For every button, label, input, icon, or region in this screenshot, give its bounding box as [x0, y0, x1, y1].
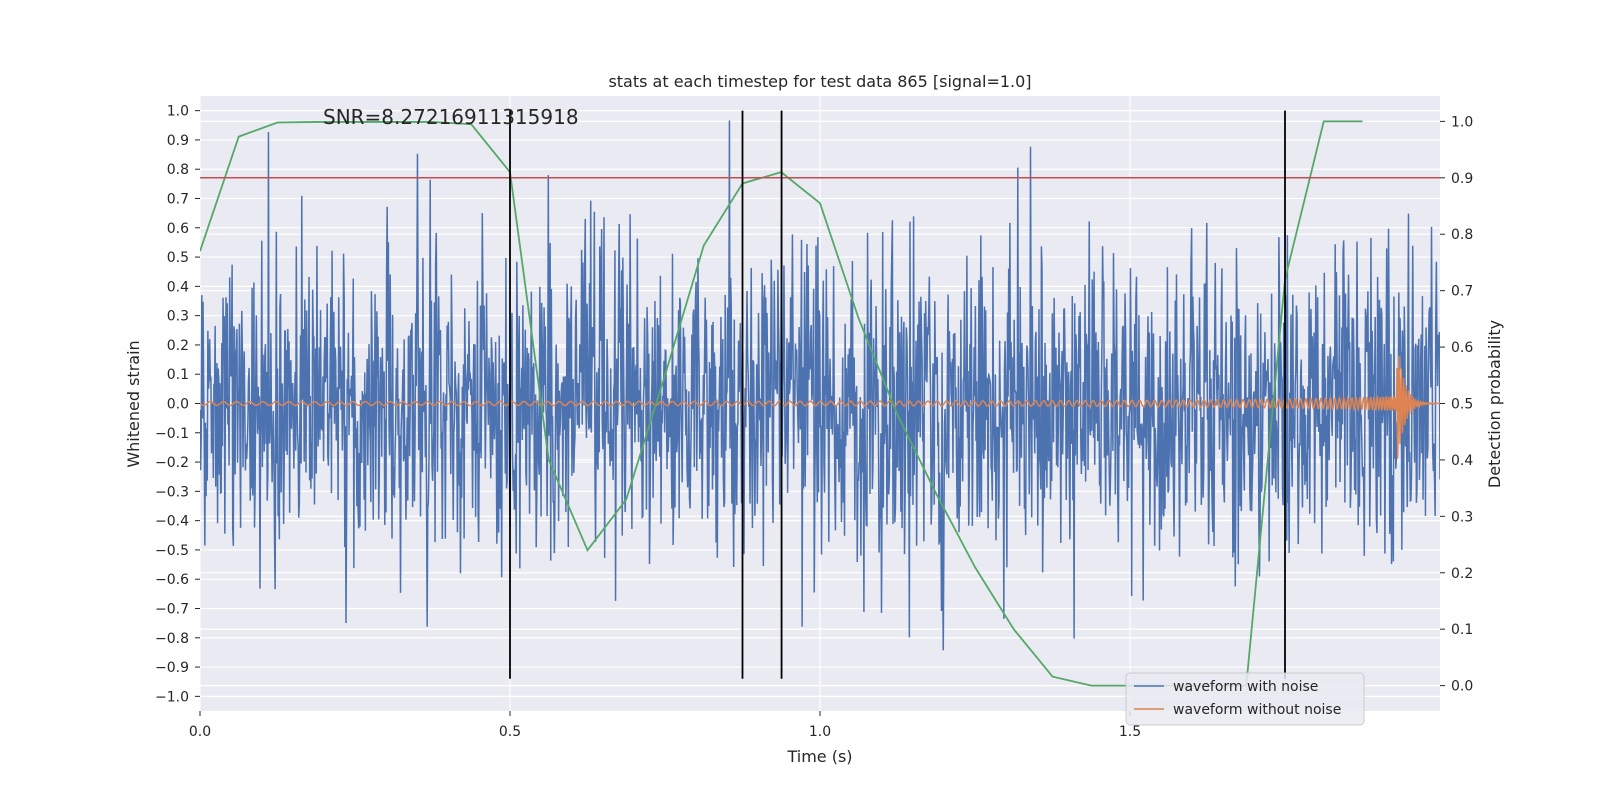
y-left-tick-label: −0.6 [155, 572, 189, 588]
y-axis-left: −1.0 −0.9 −0.8 −0.7 −0.6 −0.5 −0.4 −0.3 −0.2 −0.1… [155, 104, 200, 705]
y-left-tick-label: 0.7 [167, 192, 189, 208]
chart-title: stats at each timestep for test data 865… [608, 72, 1031, 91]
y-right-tick-label: 0.1 [1451, 622, 1473, 638]
x-tick-label: 0.0 [189, 724, 211, 740]
y-left-tick-label: 1.0 [167, 104, 189, 120]
y-right-tick-label: 0.8 [1451, 227, 1473, 243]
y-left-tick-label: 0.8 [167, 162, 189, 178]
y-left-tick-label: 0.6 [167, 221, 189, 237]
y-right-tick-label: 0.3 [1451, 509, 1473, 525]
y-left-tick-label: −0.3 [155, 484, 189, 500]
y-axis-right-label: Detection probability [1485, 320, 1504, 488]
y-left-tick-label: −0.7 [155, 602, 189, 618]
y-right-tick-label: 0.0 [1451, 679, 1473, 695]
legend-box [1125, 672, 1365, 726]
y-left-tick-label: −0.2 [155, 455, 189, 471]
y-left-tick-label: 0.0 [167, 397, 189, 413]
data-layer [200, 110, 1440, 687]
y-left-tick-label: −1.0 [155, 689, 189, 705]
legend-label-noise: waveform with noise [1173, 679, 1318, 695]
legend: waveform with noise waveform without noi… [1125, 672, 1365, 726]
x-tick-label: 1.5 [1119, 724, 1141, 740]
y-left-tick-label: −0.5 [155, 543, 189, 559]
y-left-tick-label: −0.9 [155, 660, 189, 676]
y-left-tick-label: 0.9 [167, 133, 189, 149]
y-right-tick-label: 0.9 [1451, 171, 1473, 187]
x-axis-label: Time (s) [786, 747, 852, 766]
y-left-tick-label: 0.4 [167, 279, 189, 295]
x-axis: 0.0 0.5 1.0 1.5 [189, 711, 1141, 740]
y-right-tick-label: 0.5 [1451, 397, 1473, 413]
series-line-waveform-without-noise [200, 355, 1440, 459]
y-left-tick-label: −0.1 [155, 426, 189, 442]
x-tick-label: 1.0 [809, 724, 831, 740]
legend-label-clean: waveform without noise [1173, 702, 1341, 718]
y-left-tick-label: 0.5 [167, 250, 189, 266]
x-tick-label: 0.5 [499, 724, 521, 740]
y-left-tick-label: −0.8 [155, 631, 189, 647]
y-right-tick-label: 1.0 [1451, 114, 1473, 130]
y-axis-right: 0.0 0.1 0.2 0.3 0.4 0.5 0.6 0.7 0.8 0.9 1.0 [1440, 114, 1473, 695]
y-left-tick-label: 0.2 [167, 338, 189, 354]
y-left-tick-label: 0.3 [167, 309, 189, 325]
y-right-tick-label: 0.4 [1451, 453, 1473, 469]
y-axis-left-label: Whitened strain [124, 340, 143, 467]
snr-annotation: SNR=8.27216911315918 [323, 105, 579, 129]
y-right-tick-label: 0.6 [1451, 340, 1473, 356]
y-right-tick-label: 0.7 [1451, 284, 1473, 300]
y-right-tick-label: 0.2 [1451, 566, 1473, 582]
series-line-waveform-with-noise [200, 120, 1440, 651]
y-left-tick-label: −0.4 [155, 514, 189, 530]
y-left-tick-label: 0.1 [167, 367, 189, 383]
